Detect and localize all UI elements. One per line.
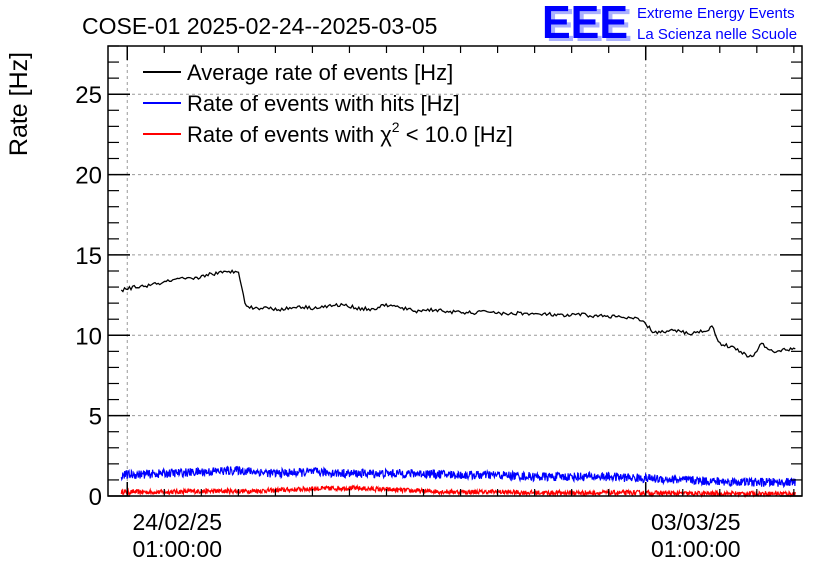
- y-tick-label: 20: [75, 163, 102, 190]
- eee-logo-mark: EEE: [542, 0, 628, 48]
- legend-label-hits: Rate of events with hits [Hz]: [187, 91, 460, 116]
- tick-layer: 051015202524/02/2501:00:0003/03/2501:00:…: [75, 45, 802, 562]
- legend-label-chi2-greek: χ: [380, 122, 392, 147]
- x-tick-time: 01:00:00: [132, 536, 222, 562]
- grid-layer: [108, 46, 802, 496]
- chart-title: COSE-01 2025-02-24--2025-03-05: [82, 13, 437, 39]
- x-tick-time: 01:00:00: [651, 536, 741, 562]
- y-tick-label: 5: [89, 404, 102, 431]
- y-tick-label: 0: [89, 484, 102, 511]
- x-tick-date: 03/03/25: [651, 509, 741, 535]
- y-axis-label: Rate [Hz]: [5, 52, 33, 156]
- legend-label-chi2: Rate of events with χ2 < 10.0 [Hz]: [187, 119, 513, 147]
- eee-logo-line1: Extreme Energy Events: [637, 5, 795, 22]
- x-tick-date: 24/02/25: [132, 509, 222, 535]
- legend-label-chi2-prefix: Rate of events with: [187, 122, 380, 147]
- legend-label-chi2-sup: 2: [392, 119, 400, 135]
- eee-logo-line2: La Scienza nelle Scuole: [637, 26, 797, 43]
- series-line-hits: [120, 465, 796, 489]
- y-tick-label: 25: [75, 82, 102, 109]
- legend: Average rate of events [Hz] Rate of even…: [143, 60, 513, 147]
- series-line-average: [120, 269, 796, 358]
- y-tick-label: 15: [75, 243, 102, 270]
- y-tick-label: 10: [75, 323, 102, 350]
- legend-label-average: Average rate of events [Hz]: [187, 60, 453, 85]
- eee-logo: EEE EEE Extreme Energy Events La Scienza…: [542, 0, 797, 51]
- legend-label-chi2-suffix: < 10.0 [Hz]: [400, 122, 513, 147]
- eee-logo-ghost: EEE: [546, 0, 632, 51]
